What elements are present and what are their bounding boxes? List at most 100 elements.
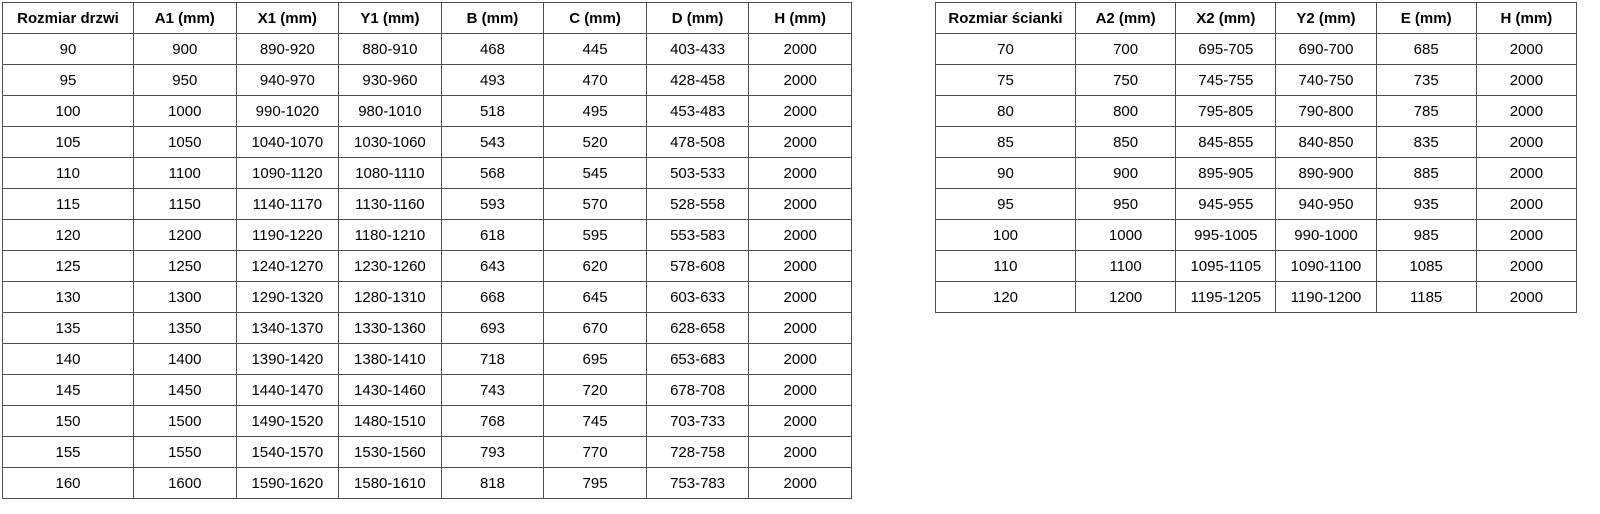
table-cell: 1080-1110 [338, 157, 442, 189]
table-row: 135 1350 1340-1370 1330-1360 693 670 628-658 20… [2, 312, 852, 344]
table-cell: 800 [1074, 95, 1177, 127]
table-row: 150 1500 1490-1520 1480-1510 768 745 703-733 20… [2, 405, 852, 437]
table-cell: 478-508 [645, 126, 750, 158]
table-row: 85 850 845-855 840-850 835 2000 [935, 126, 1578, 158]
table-cell: 403-433 [645, 33, 750, 65]
table-cell: 745-755 [1175, 64, 1277, 96]
table-cell: 445 [543, 33, 647, 65]
table-cell: 718 [440, 343, 545, 375]
table-cell: 945-955 [1175, 188, 1277, 220]
table-cell: 628-658 [645, 312, 750, 344]
table-cell: 470 [543, 64, 647, 96]
table-cell: 603-633 [645, 281, 750, 313]
table-cell: 1600 [133, 467, 237, 499]
table-cell: 1030-1060 [338, 126, 442, 158]
table-cell: 528-558 [645, 188, 750, 220]
table-cell: 1290-1320 [235, 281, 340, 313]
table-cell: 935 [1375, 188, 1477, 220]
table-row: 115 1150 1140-1170 1130-1160 593 570 528-558 20… [2, 188, 852, 220]
table-cell: 1550 [133, 436, 237, 468]
table-cell: 130 [2, 281, 134, 313]
table-cell: 2000 [748, 467, 852, 499]
table-cell: 1085 [1375, 250, 1477, 282]
table-cell: 1400 [133, 343, 237, 375]
table-cell: 900 [1074, 157, 1177, 189]
table-cell: 120 [2, 219, 134, 251]
column-header: H (mm) [1475, 2, 1578, 34]
table-row: 75 750 745-755 740-750 735 2000 [935, 64, 1578, 96]
table-row: 95 950 940-970 930-960 493 470 428-458 2000 [2, 64, 852, 96]
table-cell: 1480-1510 [338, 405, 442, 437]
table-cell: 620 [543, 250, 647, 282]
table-cell: 1280-1310 [338, 281, 442, 313]
table-cell: 2000 [748, 312, 852, 344]
table-cell: 100 [2, 95, 134, 127]
table-cell: 930-960 [338, 64, 442, 96]
table-row: 80 800 795-805 790-800 785 2000 [935, 95, 1578, 127]
table-cell: 160 [2, 467, 134, 499]
table-cell: 2000 [748, 95, 852, 127]
table-row: 105 1050 1040-1070 1030-1060 543 520 478-508 20… [2, 126, 852, 158]
table-cell: 950 [1074, 188, 1177, 220]
table-cell: 518 [440, 95, 545, 127]
table-cell: 790-800 [1275, 95, 1377, 127]
table-cell: 110 [935, 250, 1076, 282]
table-cell: 1380-1410 [338, 343, 442, 375]
table-cell: 520 [543, 126, 647, 158]
table-cell: 1390-1420 [235, 343, 340, 375]
table-row: 95 950 945-955 940-950 935 2000 [935, 188, 1578, 220]
table-cell: 570 [543, 188, 647, 220]
table-cell: 678-708 [645, 374, 750, 406]
column-header: H (mm) [748, 2, 852, 34]
table-cell: 1000 [1074, 219, 1177, 251]
table-cell: 753-783 [645, 467, 750, 499]
table-cell: 720 [543, 374, 647, 406]
table-row: 125 1250 1240-1270 1230-1260 643 620 578-608 20… [2, 250, 852, 282]
table-cell: 95 [935, 188, 1076, 220]
table-cell: 1340-1370 [235, 312, 340, 344]
table-row: 70 700 695-705 690-700 685 2000 [935, 33, 1578, 65]
table-cell: 890-920 [235, 33, 340, 65]
table-cell: 1490-1520 [235, 405, 340, 437]
table-cell: 1130-1160 [338, 188, 442, 220]
table-cell: 1530-1560 [338, 436, 442, 468]
table-cell: 2000 [1475, 219, 1578, 251]
table-row: 110 1100 1095-1105 1090-1100 1085 2000 [935, 250, 1578, 282]
table-cell: 493 [440, 64, 545, 96]
table-row: 160 1600 1590-1620 1580-1610 818 795 753-783 20… [2, 467, 852, 499]
table-cell: 593 [440, 188, 545, 220]
table-cell: 2000 [748, 219, 852, 251]
table-cell: 105 [2, 126, 134, 158]
table-cell: 1350 [133, 312, 237, 344]
table-cell: 75 [935, 64, 1076, 96]
table-row: 90 900 890-920 880-910 468 445 403-433 2000 [2, 33, 852, 65]
table-cell: 453-483 [645, 95, 750, 127]
table-cell: 1140-1170 [235, 188, 340, 220]
table-cell: 1540-1570 [235, 436, 340, 468]
table-cell: 70 [935, 33, 1076, 65]
table-cell: 110 [2, 157, 134, 189]
table-cell: 468 [440, 33, 545, 65]
table-row: 140 1400 1390-1420 1380-1410 718 695 653-683 20… [2, 343, 852, 375]
table-cell: 2000 [748, 343, 852, 375]
table-cell: 885 [1375, 157, 1477, 189]
table-cell: 950 [133, 64, 237, 96]
column-header: X2 (mm) [1175, 2, 1277, 34]
table-cell: 1590-1620 [235, 467, 340, 499]
table-cell: 700 [1074, 33, 1177, 65]
table-cell: 745 [543, 405, 647, 437]
table-cell: 135 [2, 312, 134, 344]
table-cell: 2000 [1475, 157, 1578, 189]
table-cell: 140 [2, 343, 134, 375]
table-cell: 155 [2, 436, 134, 468]
table-cell: 2000 [748, 250, 852, 282]
table-cell: 990-1000 [1275, 219, 1377, 251]
table-cell: 940-970 [235, 64, 340, 96]
table-row: 100 1000 995-1005 990-1000 985 2000 [935, 219, 1578, 251]
table-cell: 840-850 [1275, 126, 1377, 158]
table-row: 110 1100 1090-1120 1080-1110 568 545 503-533 20… [2, 157, 852, 189]
table-cell: 1040-1070 [235, 126, 340, 158]
column-header: C (mm) [543, 2, 647, 34]
wall-panel-sizes-table: Rozmiar ścianki A2 (mm) X2 (mm) Y2 (mm) E (m… [935, 2, 1578, 313]
column-header: X1 (mm) [235, 2, 340, 34]
